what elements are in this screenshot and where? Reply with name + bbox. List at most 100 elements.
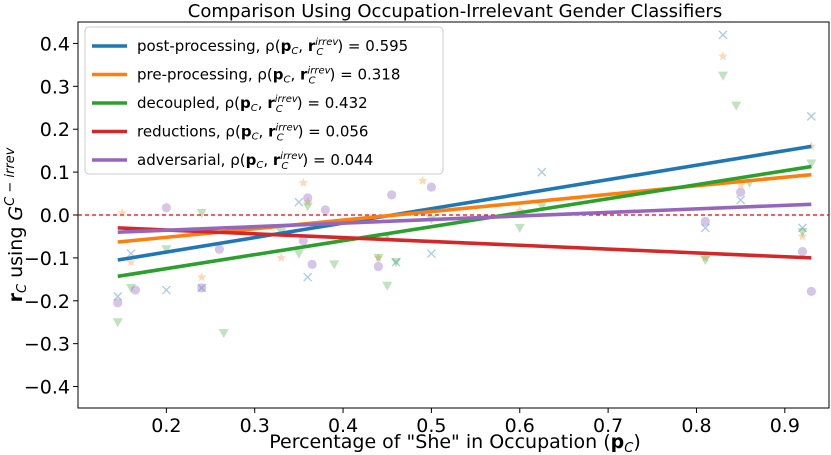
data-point (806, 141, 817, 151)
data-point (329, 260, 340, 270)
decoupled-points (112, 71, 817, 338)
data-point (197, 283, 207, 293)
data-point (806, 159, 817, 169)
data-point (196, 208, 207, 218)
legend-label: post-processing, ρ(pC, rirrev C) = 0.595 (137, 37, 408, 58)
data-point (161, 245, 172, 255)
data-point (298, 236, 308, 246)
data-point (426, 182, 437, 192)
x-axis-label: Percentage of "She" in Occupation (pC) (269, 431, 641, 455)
data-point (117, 207, 127, 217)
data-point (218, 328, 229, 338)
x-tick-label: 0.9 (770, 415, 800, 437)
x-tick-label: 0.6 (505, 415, 535, 437)
data-point (736, 195, 746, 205)
legend: post-processing, ρ(pC, rirrev C) = 0.595 p… (84, 26, 444, 175)
legend-label: adversarial, ρ(pC, rirrev C) = 0.044 (137, 151, 373, 172)
data-point (797, 228, 808, 238)
x-tick-label: 0.8 (681, 415, 711, 437)
data-point (736, 187, 746, 197)
data-point (387, 190, 397, 200)
y-tick-label: −0.3 (24, 334, 70, 356)
data-point (700, 252, 711, 262)
axis-ticks: 0.2 0.3 0.4 0.5 0.6 0.7 0.8 0.9 −0.4 −0.3 −0.2 −0.1… (24, 33, 800, 437)
data-point (303, 193, 313, 203)
decoupled-trend-line (117, 164, 812, 279)
data-point (806, 111, 816, 121)
y-axis-label: rC using GC − irrev (3, 147, 30, 302)
data-point (294, 197, 304, 207)
legend-item-adversarial: adversarial, ρ(pC, rirrev C) = 0.044 (92, 151, 373, 172)
data-point (735, 179, 746, 190)
y-tick-label: 0.4 (40, 33, 70, 55)
adversarial-points (113, 182, 816, 308)
x-tick-label: 0.2 (151, 415, 181, 437)
legend-box (84, 26, 444, 175)
pre-processing-points (117, 51, 817, 282)
legend-label: decoupled, ρ(pC, rirrev C) = 0.432 (137, 94, 368, 115)
data-point (113, 292, 123, 301)
data-point (514, 223, 525, 233)
data-point (391, 258, 402, 268)
x-tick-label: 0.3 (240, 415, 270, 437)
data-point (731, 101, 742, 111)
y-tick-label: 0.0 (40, 205, 70, 227)
data-point (718, 30, 728, 40)
data-point (161, 285, 171, 295)
data-point (537, 167, 547, 177)
data-point (126, 283, 137, 293)
data-point (718, 51, 728, 61)
y-tick-label: 0.3 (40, 76, 70, 98)
data-point (700, 256, 711, 266)
adversarial-trend-line (117, 202, 812, 234)
data-point (130, 285, 141, 295)
trend-lines (117, 144, 812, 279)
data-point (717, 71, 728, 81)
data-point (214, 244, 224, 254)
data-point (303, 272, 313, 282)
y-tick-label: −0.1 (24, 248, 70, 270)
scatter-points (112, 30, 817, 338)
legend-item-reductions: reductions, ρ(pC, rirrev C) = 0.056 (92, 123, 368, 144)
x-tick-label: 0.4 (328, 415, 358, 437)
data-point (536, 202, 547, 212)
data-point (426, 249, 436, 259)
chart-title: Comparison Using Occupation-Irrelevant G… (188, 1, 722, 22)
data-point (515, 205, 525, 215)
data-point (197, 283, 207, 293)
data-point (302, 202, 313, 212)
reductions-trend-line (117, 226, 812, 260)
data-point (298, 177, 309, 187)
data-point (797, 246, 808, 257)
data-point (320, 205, 330, 215)
legend-item-post-processing: post-processing, ρ(pC, rirrev C) = 0.595 (92, 37, 408, 58)
y-tick-label: −0.4 (24, 377, 70, 399)
data-point (382, 281, 393, 291)
y-tick-label: 0.2 (40, 119, 70, 141)
data-point (373, 253, 384, 263)
legend-item-pre-processing: pre-processing, ρ(pC, rirrev C) = 0.318 (92, 66, 400, 87)
data-point (276, 252, 286, 262)
data-point (196, 272, 207, 282)
data-point (112, 318, 123, 328)
post-processing-trend-line (117, 144, 812, 262)
data-point (806, 286, 816, 296)
legend-label: pre-processing, ρ(pC, rirrev C) = 0.318 (137, 66, 400, 87)
data-point (126, 257, 136, 267)
data-point (302, 197, 313, 207)
data-point (700, 223, 710, 233)
data-point (417, 175, 428, 185)
y-tick-label: 0.1 (40, 162, 70, 184)
legend-label: reductions, ρ(pC, rirrev C) = 0.056 (137, 123, 368, 144)
data-point (113, 298, 123, 308)
data-point (798, 223, 807, 233)
data-point (373, 252, 384, 262)
data-point (391, 257, 401, 267)
data-point (161, 203, 171, 213)
data-point (293, 249, 304, 259)
data-point (700, 216, 710, 227)
data-point (797, 231, 808, 241)
x-tick-label: 0.5 (416, 415, 446, 437)
data-point (307, 259, 317, 269)
